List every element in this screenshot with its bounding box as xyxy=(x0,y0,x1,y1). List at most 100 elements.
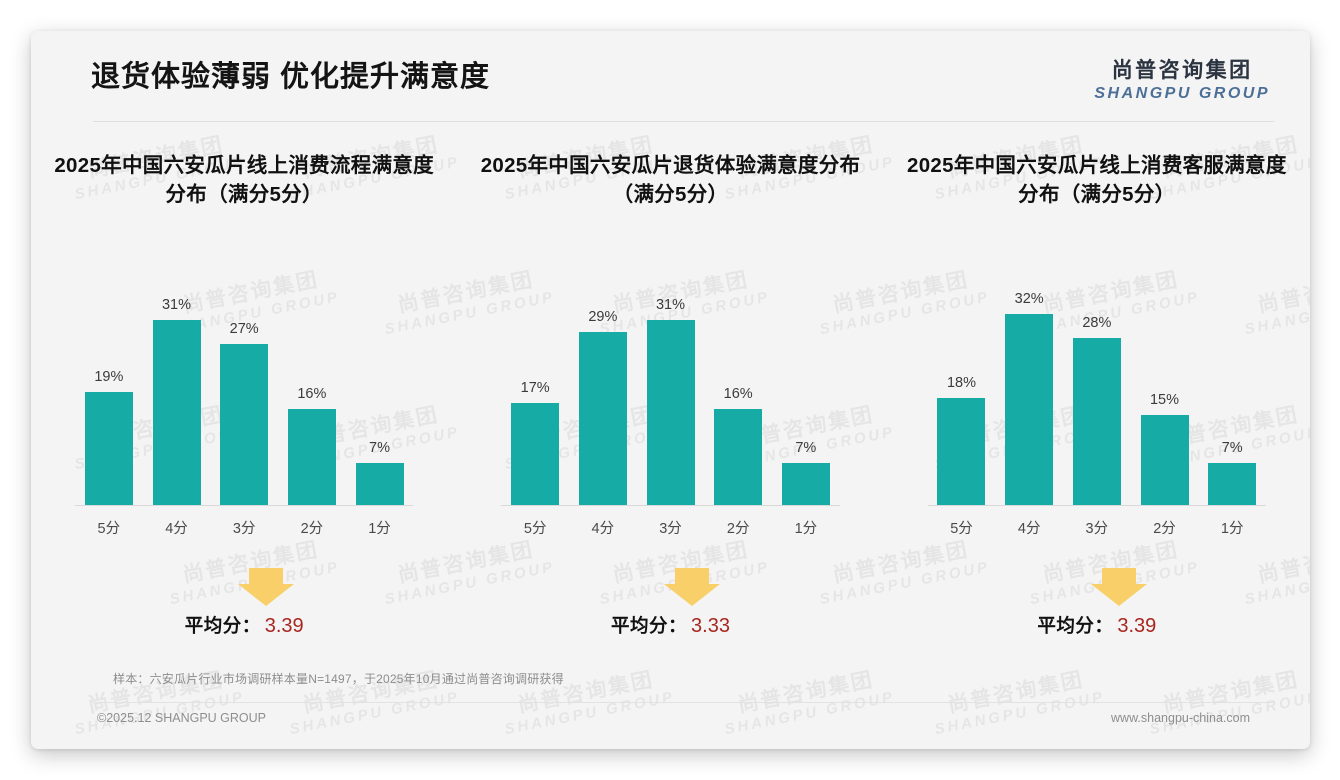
bar-slot: 7% xyxy=(346,271,414,505)
bar[interactable] xyxy=(1072,338,1121,505)
sample-footnote: 样本：六安瓜片行业市场调研样本量N=1497，于2025年10月通过尚普咨询调研… xyxy=(113,672,564,686)
x-tick-label: 5分 xyxy=(523,521,547,537)
x-axis-tick-labels: 5分 4分 3分 2分 1分 xyxy=(75,506,413,538)
bar-slot: 31% xyxy=(143,271,211,505)
average-score-label: 平均分： xyxy=(184,615,261,636)
footer-divider xyxy=(93,702,1274,703)
copyright-text: ©2025.12 SHANGPU GROUP xyxy=(97,711,266,725)
logo-english-text: SHANGPU GROUP xyxy=(1094,85,1270,103)
header-divider xyxy=(93,121,1274,122)
chart-title: 2025年中国六安瓜片线上消费流程满意度分布（满分5分） xyxy=(54,154,434,207)
arrow-head xyxy=(664,584,721,606)
x-tick-label: 2分 xyxy=(1153,521,1176,537)
x-tick-label: 1分 xyxy=(368,521,391,537)
plot-area: 18% 32% 28% 15% 7% 5分 4分 3分 2分 1分 xyxy=(896,271,1298,537)
x-tick-label: 4分 xyxy=(165,521,188,537)
website-link[interactable]: www.shangpu-china.com xyxy=(1111,711,1250,725)
chart-panel-1: 2025年中国六安瓜片线上消费流程满意度分布（满分5分） 19% 31% 27% 16%… xyxy=(31,151,457,638)
bar-value-label: 27% xyxy=(229,321,259,337)
chart-title: 2025年中国六安瓜片线上消费客服满意度分布（满分5分） xyxy=(907,154,1287,207)
x-tick-label: 3分 xyxy=(1085,521,1109,537)
bar[interactable] xyxy=(578,332,627,505)
arrow-stem xyxy=(249,568,284,584)
bar[interactable] xyxy=(646,320,695,505)
x-axis-tick-labels: 5分 4分 3分 2分 1分 xyxy=(501,506,839,538)
chart-title: 2025年中国六安瓜片退货体验满意度分布（满分5分） xyxy=(480,154,861,207)
brand-logo: 尚普咨询集团 SHANGPU GROUP xyxy=(1094,59,1270,103)
bar[interactable] xyxy=(220,344,269,505)
bar-group: 18% 32% 28% 15% 7% xyxy=(928,271,1266,505)
x-tick-label: 2分 xyxy=(300,521,324,537)
bar-slot: 19% xyxy=(75,271,143,505)
slide-footer: ©2025.12 SHANGPU GROUP www.shangpu-china… xyxy=(31,709,1310,735)
average-score-text: 平均分： 3.39 xyxy=(43,612,445,638)
bar-value-label: 31% xyxy=(161,297,192,313)
bar-group: 19% 31% 27% 16% 7% xyxy=(75,271,413,505)
footnote-row: 样本：六安瓜片行业市场调研样本量N=1497，于2025年10月通过尚普咨询调研… xyxy=(31,670,1310,687)
bar[interactable] xyxy=(937,398,986,505)
bar[interactable] xyxy=(287,409,336,505)
x-tick-label: 1分 xyxy=(1220,521,1244,537)
logo-chinese-text: 尚普咨询集团 xyxy=(1111,59,1253,82)
average-score-label: 平均分： xyxy=(611,615,688,636)
x-tick-label: 1分 xyxy=(794,521,818,537)
average-score-value: 3.39 xyxy=(1117,615,1157,637)
x-axis-line xyxy=(927,505,1266,506)
x-axis-line xyxy=(501,505,840,506)
bar-value-label: 17% xyxy=(520,380,550,396)
bar[interactable] xyxy=(84,392,133,505)
bar-slot: 15% xyxy=(1131,271,1199,505)
bar[interactable] xyxy=(1140,415,1189,505)
bar-value-label: 28% xyxy=(1082,315,1112,331)
bar-slot: 18% xyxy=(928,271,996,505)
bar[interactable] xyxy=(1005,314,1054,505)
average-score-row: 平均分： 3.33 xyxy=(469,568,871,638)
bar[interactable] xyxy=(781,463,830,505)
arrow-head xyxy=(1090,584,1147,606)
bar-value-label: 7% xyxy=(795,440,817,456)
bar-value-label: 16% xyxy=(723,386,753,402)
arrow-stem xyxy=(675,568,710,584)
average-score-text: 平均分： 3.39 xyxy=(896,612,1298,638)
x-tick-label: 3分 xyxy=(232,521,256,537)
x-tick-label: 5分 xyxy=(97,521,121,537)
slide-card: 尚普咨询集团 SHANGPU GROUP 尚普咨询集团 SHANGPU GROUP 尚普… xyxy=(31,31,1310,749)
bar[interactable] xyxy=(355,463,404,505)
bar[interactable] xyxy=(152,320,201,505)
bar-value-label: 19% xyxy=(94,369,124,385)
bar-value-label: 18% xyxy=(946,375,976,391)
plot-area: 19% 31% 27% 16% 7% 5分 4分 3分 2分 1分 xyxy=(43,271,445,537)
arrow-stem xyxy=(1101,568,1136,584)
chart-panel-2: 2025年中国六安瓜片退货体验满意度分布（满分5分） 17% 29% 31% 16% 7%… xyxy=(457,151,883,638)
bar-slot: 27% xyxy=(210,271,278,505)
plot-area: 17% 29% 31% 16% 7% 5分 4分 3分 2分 1分 xyxy=(469,271,871,537)
x-tick-label: 4分 xyxy=(591,521,615,537)
arrow-head xyxy=(238,584,295,606)
x-axis-line xyxy=(75,505,414,506)
bar-value-label: 29% xyxy=(588,309,618,325)
bar-group: 17% 29% 31% 16% 7% xyxy=(501,271,839,505)
bar-slot: 16% xyxy=(704,271,772,505)
bar-slot: 29% xyxy=(569,271,637,505)
bar-value-label: 16% xyxy=(297,386,327,402)
x-tick-label: 3分 xyxy=(659,521,682,537)
arrow-down-icon xyxy=(238,568,295,606)
bar[interactable] xyxy=(714,409,763,505)
bar[interactable] xyxy=(511,403,560,505)
bar-slot: 32% xyxy=(995,271,1063,505)
x-tick-label: 5分 xyxy=(950,521,973,537)
bar-slot: 28% xyxy=(1063,271,1131,505)
arrow-down-icon xyxy=(1090,568,1147,606)
slide-header: 退货体验薄弱 优化提升满意度 尚普咨询集团 SHANGPU GROUP xyxy=(31,31,1310,122)
page-title: 退货体验薄弱 优化提升满意度 xyxy=(91,61,491,93)
bar[interactable] xyxy=(1208,463,1257,505)
bar-slot: 17% xyxy=(501,271,569,505)
bar-slot: 16% xyxy=(278,271,346,505)
arrow-down-icon xyxy=(664,568,721,606)
bar-slot: 7% xyxy=(1198,271,1266,505)
average-score-text: 平均分： 3.33 xyxy=(469,612,871,638)
average-score-row: 平均分： 3.39 xyxy=(896,568,1298,638)
bar-value-label: 15% xyxy=(1149,392,1180,408)
x-tick-label: 2分 xyxy=(726,521,750,537)
bar-slot: 31% xyxy=(637,271,705,505)
